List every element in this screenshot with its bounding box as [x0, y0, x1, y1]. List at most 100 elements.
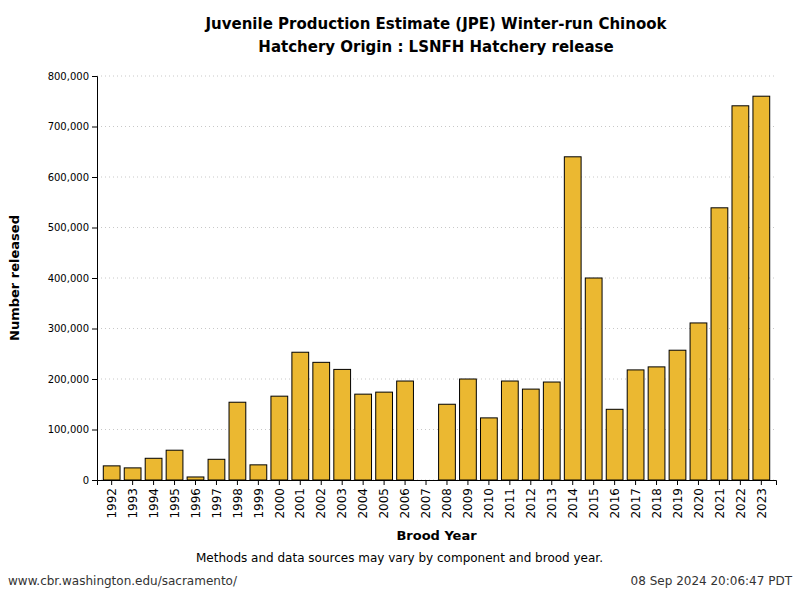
- x-tick-label: 2003: [335, 488, 349, 519]
- x-tick-label: 2007: [419, 488, 433, 519]
- bar: [355, 394, 372, 480]
- y-tick-mark: [92, 329, 97, 330]
- subtitle: Hatchery Origin : LSNFH Hatchery release: [258, 38, 613, 56]
- timestamp: 08 Sep 2024 20:06:47 PDT: [631, 574, 793, 588]
- x-tick: 2010: [482, 480, 496, 519]
- x-tick-label: 2014: [566, 488, 580, 519]
- y-tick-label: 100,000: [48, 424, 89, 435]
- x-tick: 1999: [252, 480, 266, 519]
- x-tick-mark: [698, 480, 699, 485]
- x-tick-label: 2000: [273, 488, 287, 519]
- x-tick-mark: [237, 480, 238, 485]
- bar: [103, 466, 120, 480]
- x-tick-label: 2008: [440, 488, 454, 519]
- x-tick-mark: [153, 480, 154, 485]
- source: www.cbr.washington.edu/sacramento/: [8, 574, 238, 588]
- x-tick: 2008: [440, 480, 454, 519]
- bar: [648, 367, 665, 480]
- bar: [669, 350, 686, 480]
- y-tick: 100,000: [48, 424, 97, 435]
- x-tick-mark: [446, 480, 447, 485]
- x-tick-mark: [635, 480, 636, 485]
- bars: [103, 96, 769, 480]
- x-tick-mark: [279, 480, 280, 485]
- x-tick-mark: [719, 480, 720, 485]
- bar: [543, 382, 560, 480]
- x-tick-mark: [509, 480, 510, 485]
- y-tick-mark: [92, 177, 97, 178]
- bar: [481, 418, 498, 480]
- y-tick-label: 300,000: [48, 323, 89, 334]
- bar: [606, 409, 623, 480]
- bar: [460, 379, 477, 480]
- x-tick-label: 1994: [147, 488, 161, 519]
- y-axis-title: Number released: [7, 215, 22, 341]
- x-tick: 2020: [692, 480, 706, 519]
- plot: 0100,000200,000300,000400,000500,000600,…: [48, 71, 777, 519]
- x-tick: 2004: [356, 480, 370, 519]
- x-tick-mark: [467, 480, 468, 485]
- x-tick-mark: [132, 480, 133, 485]
- y-tick: 400,000: [48, 273, 97, 284]
- bar: [145, 458, 162, 480]
- x-tick: 2003: [335, 480, 349, 519]
- x-tick: 1994: [147, 480, 161, 519]
- x-tick-mark: [740, 480, 741, 485]
- x-tick: 2002: [314, 480, 328, 519]
- note: Methods and data sources may vary by com…: [196, 551, 603, 565]
- bar: [250, 465, 267, 480]
- bar: [711, 208, 728, 480]
- grid-line: [97, 76, 776, 77]
- x-tick-mark: [195, 480, 196, 485]
- x-tick-mark: [321, 480, 322, 485]
- x-tick-label: 2012: [524, 488, 538, 519]
- y-tick: 500,000: [48, 222, 97, 233]
- grid: [97, 76, 776, 480]
- x-tick: 2005: [377, 480, 391, 519]
- y-tick-mark: [92, 480, 97, 481]
- x-tick-mark: [384, 480, 385, 485]
- x-tick-label: 2015: [587, 488, 601, 519]
- x-tick: 2009: [461, 480, 475, 519]
- y-tick-mark: [92, 430, 97, 431]
- x-tick-mark: [216, 480, 217, 485]
- x-tick-label: 2001: [293, 488, 307, 519]
- bar: [229, 402, 246, 480]
- bar: [585, 278, 602, 480]
- bar: [397, 381, 414, 480]
- x-tick-label: 2018: [650, 488, 664, 519]
- y-tick: 800,000: [48, 71, 97, 82]
- bar: [501, 381, 518, 480]
- x-tick-mark: [761, 480, 762, 485]
- x-tick: 2011: [503, 480, 517, 519]
- grid-line: [97, 177, 776, 178]
- bar: [376, 392, 393, 480]
- y-tick-label: 500,000: [48, 222, 89, 233]
- x-tick-label: 1998: [231, 488, 245, 519]
- bar: [522, 389, 539, 480]
- x-tick: 2006: [398, 480, 412, 519]
- x-tick-mark: [572, 480, 573, 485]
- x-tick-label: 1999: [252, 488, 266, 519]
- x-tick-mark: [530, 480, 531, 485]
- bar: [124, 468, 141, 480]
- x-tick-label: 1995: [168, 488, 182, 519]
- y-tick-label: 0: [83, 475, 89, 486]
- y-tick: 600,000: [48, 172, 97, 183]
- bar: [208, 459, 225, 480]
- x-tick: 1995: [168, 480, 182, 519]
- bar: [627, 370, 644, 480]
- bar: [271, 396, 288, 480]
- x-tick-mark: [677, 480, 678, 485]
- x-tick-label: 2006: [398, 488, 412, 519]
- x-tick: 2023: [755, 480, 769, 519]
- y-tick-mark: [92, 278, 97, 279]
- y-tick-mark: [92, 379, 97, 380]
- x-tick-label: 1993: [126, 488, 140, 519]
- bar: [187, 477, 204, 480]
- y-tick-label: 400,000: [48, 273, 89, 284]
- y-tick: 700,000: [48, 121, 97, 132]
- bar: [690, 323, 707, 480]
- x-tick-label: 2019: [671, 488, 685, 519]
- bar: [334, 369, 351, 480]
